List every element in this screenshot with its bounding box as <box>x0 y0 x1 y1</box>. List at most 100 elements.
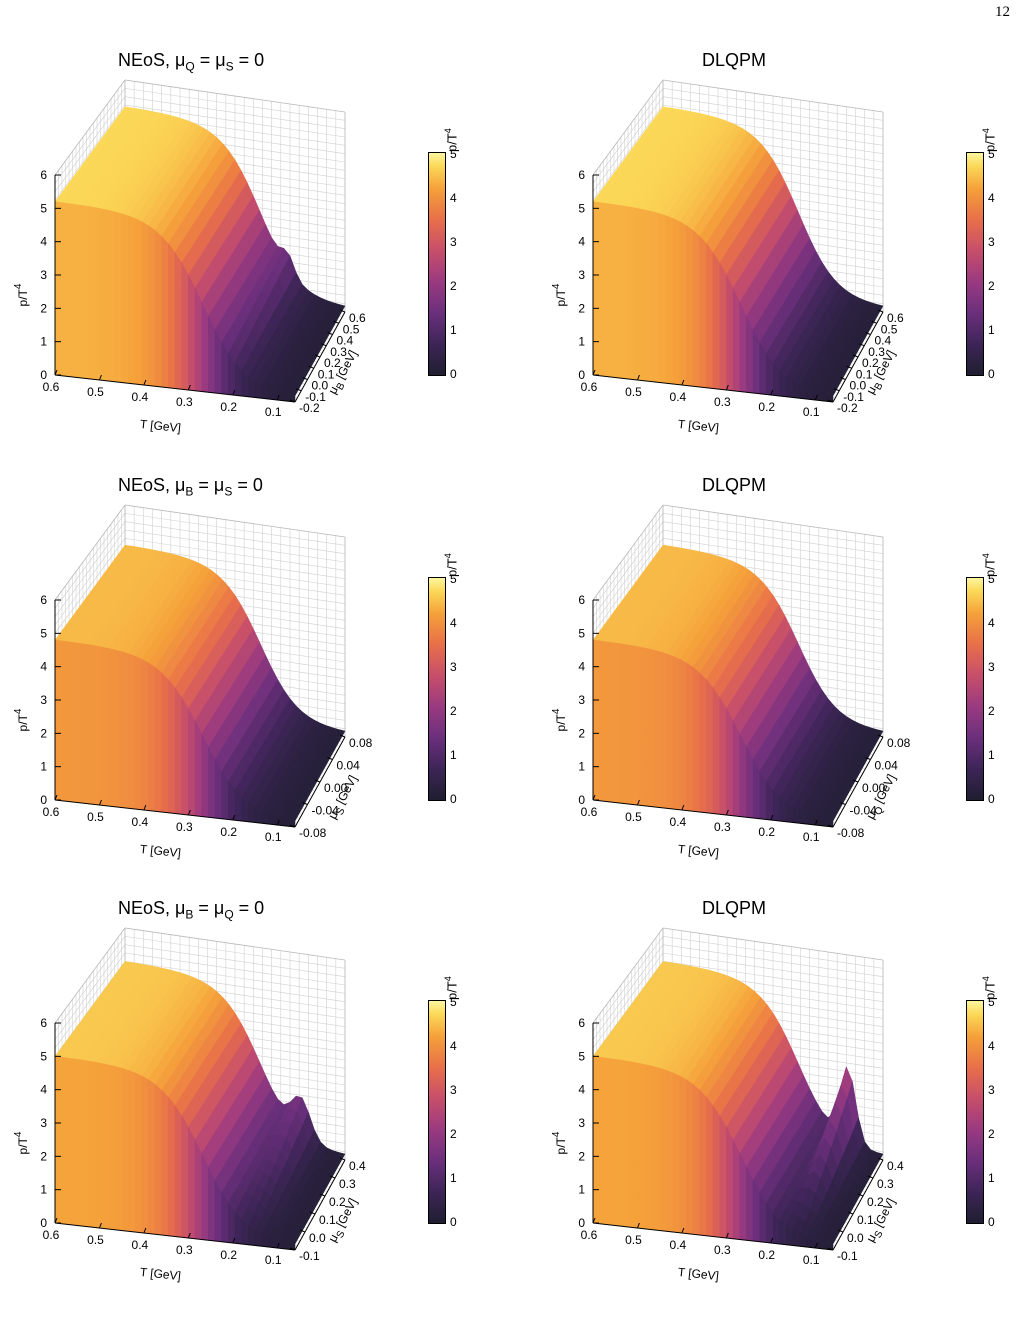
z-tick-label: 5 <box>578 201 585 215</box>
panel-title-title-main: NEoS, μ <box>118 898 186 918</box>
colorbar-tick-label: 1 <box>450 323 457 338</box>
x-tick-label: 0.1 <box>265 830 282 844</box>
panel-title-sub2: Q <box>224 907 234 922</box>
panel-title-sub1: Q <box>185 59 195 74</box>
figure-panel-p6: DLQPM 0 1 2 3 4 5 6 p/T4 0.6 0.5 0.4 0.3 0.2 0.1 T [GeV… <box>538 898 1018 1298</box>
y-tick-label: -0.1 <box>843 390 864 404</box>
colorbar-tick-label: 5 <box>450 995 457 1010</box>
y-tick-label: -0.2 <box>837 401 858 415</box>
pressure-surface <box>592 961 884 1245</box>
colorbar-title: p/T4 <box>443 128 460 152</box>
z-tick-label: 2 <box>578 1149 585 1163</box>
panel-title-sub1: B <box>185 484 194 499</box>
y-tick-label: 0.04 <box>875 759 899 773</box>
y-tick-label: 0.1 <box>318 367 335 381</box>
x-tick-label: 0.2 <box>220 825 237 839</box>
z-tick-label: 2 <box>40 726 47 740</box>
z-tick-label: 3 <box>40 268 47 282</box>
colorbar-tick-label: 3 <box>450 235 457 250</box>
z-tick-label: 2 <box>578 726 585 740</box>
z-tick-label: 6 <box>578 1016 585 1030</box>
colorbar-tick-label: 1 <box>450 748 457 763</box>
x-axis-label: T [GeV] <box>139 842 181 860</box>
x-tick-label: 0.5 <box>87 1233 104 1247</box>
x-tick-label: 0.5 <box>87 385 104 399</box>
colorbar-tick-label: 5 <box>988 995 995 1010</box>
colorbar-tick-label: 3 <box>988 235 995 250</box>
panel-title-tail: = 0 <box>233 50 265 70</box>
z-tick-label: 4 <box>40 1083 47 1097</box>
colorbar-tick-label: 5 <box>450 147 457 162</box>
colorbar-title: p/T4 <box>443 553 460 577</box>
x-axis-label: T [GeV] <box>677 417 719 435</box>
z-tick-label: 2 <box>40 301 47 315</box>
y-tick-label: 0.00 <box>324 781 348 795</box>
y-tick-label: 0.6 <box>349 311 366 325</box>
z-tick-label: 1 <box>40 760 47 774</box>
y-tick-label: 0.3 <box>877 1177 894 1191</box>
y-tick-label: 0.04 <box>337 759 361 773</box>
surface-plot: 0 1 2 3 4 5 6 p/T4 0.6 0.5 0.4 0.3 0.2 0.1 T [GeV] -0.1… <box>13 927 366 1283</box>
colorbar-tick-label: 3 <box>988 660 995 675</box>
pressure-surface <box>54 961 346 1245</box>
z-tick-label: 4 <box>578 660 585 674</box>
colorbar <box>428 1000 446 1224</box>
surface-front-face <box>592 201 834 403</box>
x-axis-label: T [GeV] <box>139 417 181 435</box>
x-axis-label: T [GeV] <box>677 842 719 860</box>
z-tick-label: 0 <box>40 1216 47 1230</box>
colorbar-tick-label: 4 <box>988 1039 995 1054</box>
y-tick-label: -0.1 <box>837 1249 858 1263</box>
z-axis-label: p/T4 <box>551 708 568 731</box>
z-tick-label: 6 <box>40 168 47 182</box>
z-tick-label: 4 <box>578 1083 585 1097</box>
z-tick-label: 5 <box>578 1049 585 1063</box>
colorbar <box>428 577 446 801</box>
y-tick-label: 0.4 <box>875 334 892 348</box>
page-number: 12 <box>995 4 1010 20</box>
x-tick-label: 0.6 <box>43 1228 60 1242</box>
x-tick-label: 0.4 <box>670 815 687 829</box>
panel-title-title-main: NEoS, μ <box>118 475 186 495</box>
z-tick-label: 5 <box>40 626 47 640</box>
colorbar-tick-label: 1 <box>988 1171 995 1186</box>
z-tick-label: 4 <box>40 660 47 674</box>
y-tick-label: 0.2 <box>867 1195 884 1209</box>
colorbar-tick-label: 1 <box>988 323 995 338</box>
colorbar-tick-label: 5 <box>450 572 457 587</box>
y-tick-label: 0.0 <box>309 1231 326 1245</box>
z-tick-label: 3 <box>40 693 47 707</box>
colorbar-tick-label: 2 <box>450 704 457 719</box>
pressure-surface <box>54 544 346 822</box>
z-tick-label: 5 <box>40 201 47 215</box>
y-tick-label: -0.08 <box>837 826 865 840</box>
panel-title: NEoS, μB = μQ = 0 <box>118 898 264 922</box>
colorbar-tick-label: 5 <box>988 147 995 162</box>
y-tick-label: -0.1 <box>299 1249 320 1263</box>
surface-front-face <box>592 639 834 828</box>
x-tick-label: 0.2 <box>220 400 237 414</box>
x-tick-label: 0.1 <box>265 1253 282 1267</box>
x-tick-label: 0.3 <box>176 820 193 834</box>
z-tick-label: 1 <box>578 1183 585 1197</box>
panel-title-mid: = μ <box>193 898 225 918</box>
figure-panel-p4: DLQPM 0 1 2 3 4 5 6 p/T4 0.6 0.5 0.4 0.3 0.2 0.1 T [GeV… <box>538 475 1018 875</box>
panel-title-tail: = 0 <box>233 898 265 918</box>
colorbar-tick-label: 4 <box>988 191 995 206</box>
figure-panel-p3: NEoS, μB = μS = 0 0 1 2 3 4 5 6 p/T4 0.6 0.5 0.4 0.3… <box>0 475 480 875</box>
colorbar <box>966 577 984 801</box>
panel-title: NEoS, μQ = μS = 0 <box>118 50 264 74</box>
x-tick-label: 0.4 <box>670 1238 687 1252</box>
colorbar-tick-label: 2 <box>988 1127 995 1142</box>
panel-title-sub2: S <box>224 484 233 499</box>
colorbar-title: p/T4 <box>981 976 998 1000</box>
y-tick-label: 0.0 <box>850 379 867 393</box>
y-tick-label: 0.1 <box>857 1213 874 1227</box>
figure-panel-p1: NEoS, μQ = μS = 0 0 1 2 3 4 5 6 p/T4 0.6 0.5 0.4 0.3… <box>0 50 480 450</box>
panel-title: DLQPM <box>702 475 766 496</box>
y-tick-label: 0.0 <box>847 1231 864 1245</box>
z-tick-label: 6 <box>40 593 47 607</box>
colorbar <box>966 1000 984 1224</box>
panel-title-sub1: B <box>185 907 194 922</box>
z-tick-label: 1 <box>40 1183 47 1197</box>
